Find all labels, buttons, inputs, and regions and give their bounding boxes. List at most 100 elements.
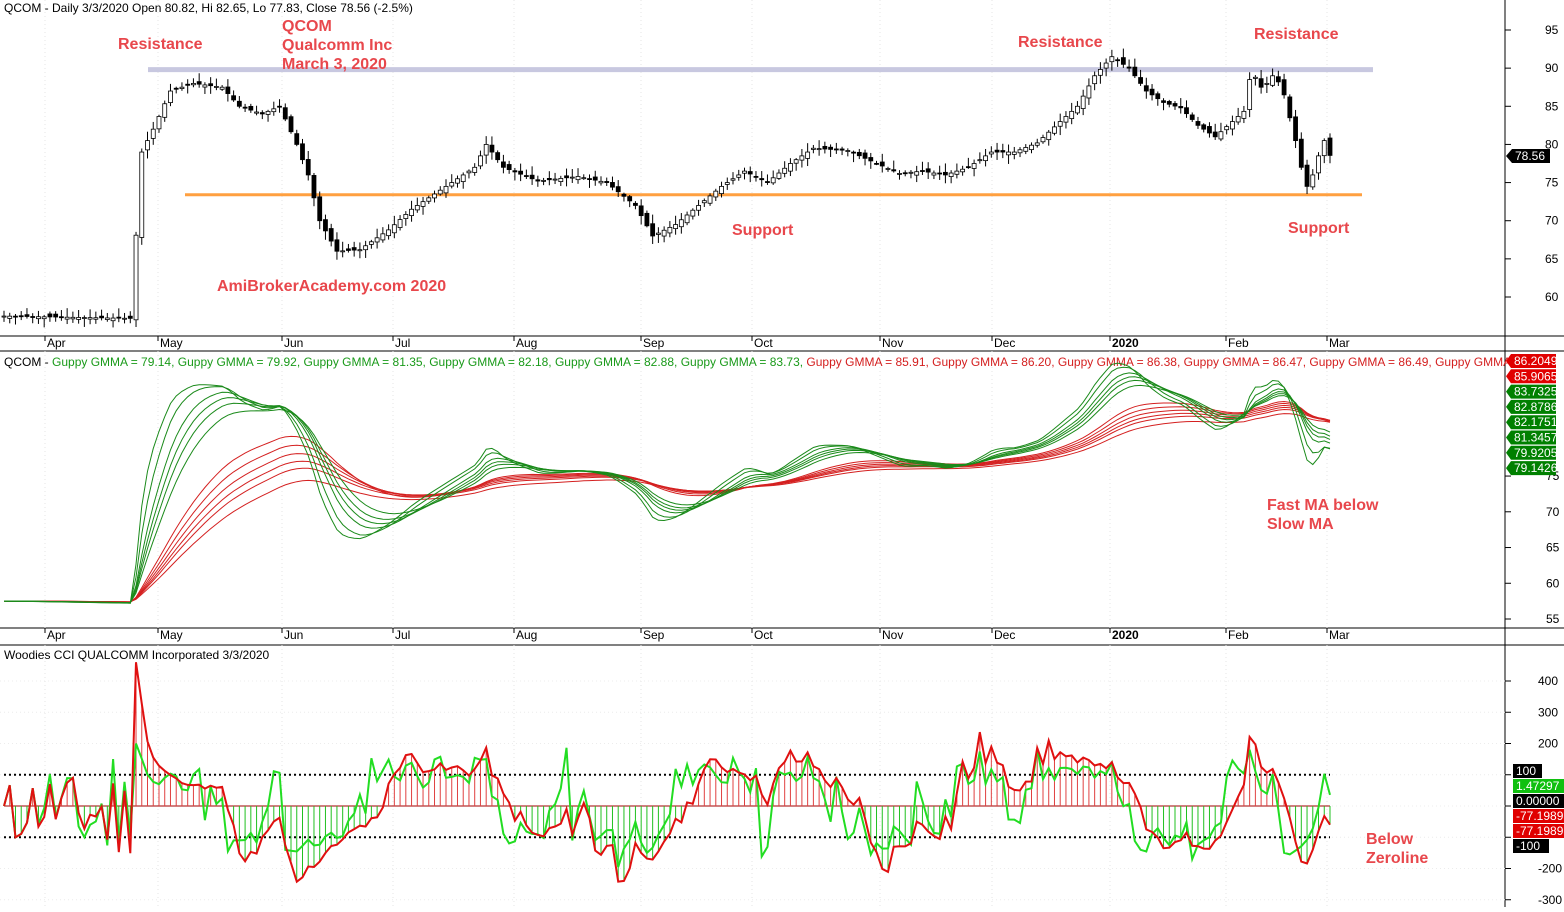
gmma-annotation-line-1: Fast MA below	[1267, 497, 1379, 514]
candle-body	[856, 151, 862, 157]
candle-body	[1230, 121, 1235, 130]
candle-body	[501, 161, 506, 168]
candle-body	[432, 193, 437, 199]
gmma-fast-line	[4, 379, 1331, 604]
candle-body	[1281, 79, 1287, 96]
candle-body	[93, 317, 99, 320]
gmma-legend-fast: Guppy GMMA = 82.88,	[552, 355, 678, 369]
candle-body	[770, 177, 776, 184]
candle-body	[150, 128, 156, 139]
candle-body	[1201, 124, 1207, 130]
candle-body	[122, 317, 127, 320]
month-label: Sep	[643, 336, 665, 350]
cci-right-label: -77.1989	[1516, 809, 1564, 823]
candle-body	[173, 87, 179, 90]
month-label: Oct	[754, 336, 773, 350]
candle-body	[1235, 116, 1241, 123]
gmma-right-label-bg	[1506, 384, 1556, 399]
candle-body	[1264, 83, 1270, 85]
candle-body	[1034, 142, 1040, 146]
month-label: Sep	[643, 628, 665, 642]
candle-body	[1000, 150, 1006, 153]
candle-body	[776, 172, 782, 179]
candle-body	[581, 177, 587, 180]
candle-body	[943, 171, 948, 176]
candle-body	[707, 195, 713, 204]
candle-body	[535, 179, 541, 182]
candle-body	[363, 245, 369, 251]
candle-body	[994, 149, 1000, 153]
candle-body	[81, 317, 87, 319]
candle-body	[810, 147, 816, 150]
month-gridlines	[44, 0, 1328, 907]
gmma-right-label: 83.7325	[1514, 385, 1558, 399]
candle-body	[948, 172, 954, 177]
gmma-right-label-bg	[1506, 354, 1556, 368]
candle-body	[1275, 76, 1281, 83]
candle-body	[839, 148, 845, 151]
candle-body	[908, 171, 914, 174]
gmma-right-label-bg	[1506, 399, 1556, 414]
candle-body	[1029, 144, 1034, 151]
candle-body	[397, 219, 403, 228]
price-y-axis: 60 65 70 75 80 85 90 95	[1505, 23, 1559, 304]
candle-body	[1184, 107, 1189, 115]
candle-body	[983, 155, 988, 162]
gmma-ytick-label: 55	[1546, 612, 1560, 626]
candle-body	[294, 133, 300, 145]
gmma-right-label-bg	[1506, 415, 1556, 430]
candle-body	[305, 159, 311, 176]
cci-right-label-bg	[1513, 764, 1542, 778]
cci-lines	[3, 662, 1331, 884]
candle-body	[610, 182, 615, 188]
title-line-company: Qualcomm Inc	[282, 37, 392, 54]
candle-body	[1109, 56, 1115, 63]
candle-body	[914, 171, 920, 176]
candle-body	[1040, 137, 1046, 143]
annotation-resistance-may: Resistance	[118, 36, 203, 53]
candle-body	[587, 178, 592, 180]
month-label: Nov	[882, 336, 903, 350]
month-label: Jul	[395, 336, 410, 350]
candle-body	[1161, 100, 1166, 103]
cci-right-label: 100	[1516, 764, 1536, 778]
candle-body	[765, 181, 770, 183]
candle-body	[41, 316, 47, 320]
candle-body	[168, 90, 173, 104]
candle-body	[1046, 131, 1052, 141]
candle-body	[323, 219, 328, 232]
month-label: Dec	[994, 628, 1015, 642]
candle-body	[891, 169, 897, 172]
cci-annotation-line-2: Zeroline	[1366, 850, 1428, 867]
candle-body	[719, 185, 724, 194]
candle-body	[937, 172, 943, 175]
candle-body	[368, 241, 374, 245]
candle-body	[254, 111, 259, 114]
gmma-header-prefix: QCOM -	[4, 355, 49, 369]
candle-body	[271, 108, 277, 113]
candle-body	[954, 170, 960, 175]
candle-body	[793, 159, 799, 164]
candle-body	[1224, 126, 1230, 131]
gmma-fast-line	[4, 384, 1331, 604]
candle-body	[1103, 62, 1109, 69]
candle-body	[1316, 155, 1321, 174]
gmma-legend-slow: Guppy GMMA = 86.49,	[1306, 355, 1432, 369]
month-label: Jun	[284, 336, 303, 350]
candle-body	[351, 247, 357, 251]
candle-body	[1270, 75, 1275, 86]
month-label: Feb	[1228, 336, 1249, 350]
candle-body	[242, 106, 248, 109]
price-ytick-label: 90	[1545, 61, 1559, 75]
month-label: Nov	[882, 628, 903, 642]
price-panel: QCOM - Daily 3/3/2020 Open 80.82, Hi 82.…	[1, 1, 1559, 328]
candle-body	[759, 178, 765, 181]
candle-body	[1115, 59, 1121, 62]
candle-body	[225, 86, 231, 94]
candle-body	[782, 167, 788, 174]
candle-body	[1011, 151, 1017, 155]
annotation-resistance-feb: Resistance	[1254, 26, 1339, 43]
